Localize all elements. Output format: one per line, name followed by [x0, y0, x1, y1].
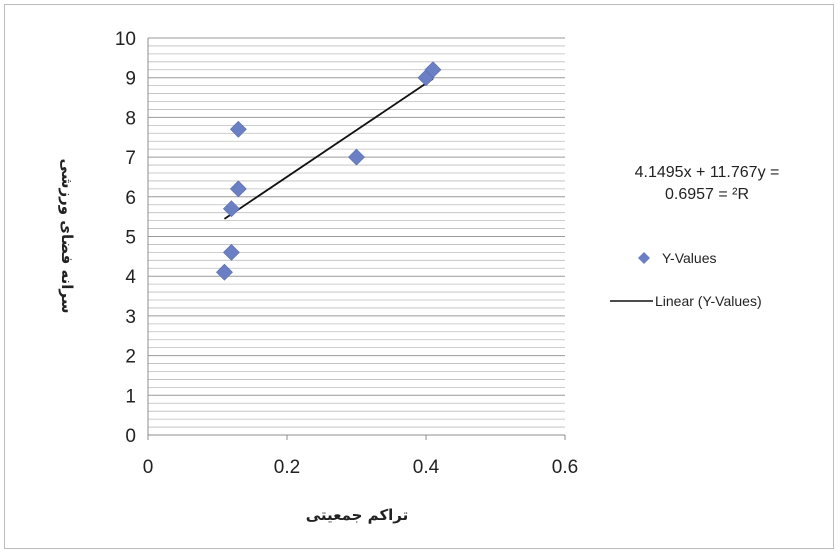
y-tick-label: 7: [125, 148, 136, 169]
x-tick-label: 0.6: [552, 457, 578, 478]
legend-diamond-icon: [638, 252, 650, 264]
y-tick-label: 0: [125, 426, 136, 447]
equation-line-1: 4.1495x + 11.767y =: [635, 164, 780, 181]
y-tick-label: 10: [115, 29, 136, 50]
y-tick-label: 4: [125, 267, 136, 288]
trendline-layer: [223, 77, 434, 220]
data-point: [222, 200, 240, 218]
gridlines: [148, 37, 565, 428]
legend: Y-Values Linear (Y-Values): [610, 250, 762, 309]
x-axis-title: تراکم جمعیتی: [306, 506, 409, 524]
x-tick-label: 0.4: [413, 457, 440, 478]
y-tick-label: 2: [125, 347, 136, 368]
y-tick-label: 9: [125, 69, 136, 90]
data-point: [229, 120, 247, 138]
y-tick-label: 3: [125, 307, 136, 328]
y-tick-label: 6: [125, 188, 136, 209]
legend-item-scatter: Y-Values: [662, 250, 716, 266]
tick-labels: 0 1 2 3 4 5 6 7 8 9 10 0 0.2 0.4 0.6: [115, 29, 578, 478]
data-point: [216, 263, 233, 281]
data-point: [424, 61, 442, 79]
equation-line-2: 0.6957 = ²R: [665, 186, 749, 203]
trendline: [223, 77, 434, 220]
y-tick-label: 5: [125, 228, 136, 249]
y-tick-label: 1: [125, 386, 136, 407]
x-tick-label: 0.2: [274, 457, 300, 478]
regression-equation: 4.1495x + 11.767y = 0.6957 = ²R: [635, 164, 780, 203]
data-points: [216, 61, 442, 281]
axes: [147, 38, 565, 436]
data-point: [222, 243, 240, 261]
legend-item-trendline: Linear (Y-Values): [655, 293, 762, 309]
y-axis-title: سرانه فضای ورزشی: [58, 159, 76, 314]
x-tick-label: 0: [143, 457, 154, 478]
y-tick-label: 8: [125, 108, 136, 129]
data-point: [348, 148, 365, 166]
data-point: [229, 180, 247, 198]
